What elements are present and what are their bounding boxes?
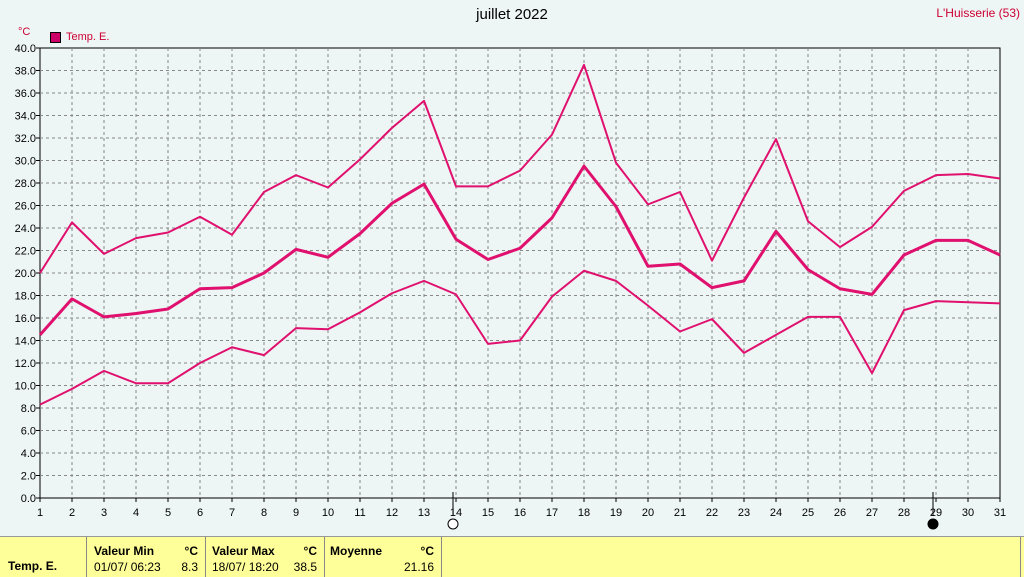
y-tick-label: 16.0 (15, 313, 36, 325)
x-tick-label: 11 (354, 507, 365, 519)
min-datetime: 01/07/ 06:23 (94, 560, 161, 574)
y-tick-label: 40.0 (15, 43, 36, 55)
y-tick-label: 10.0 (15, 381, 36, 393)
x-tick-label: 3 (101, 507, 107, 519)
x-tick-label: 24 (770, 507, 782, 519)
legend-label: Temp. E. (66, 31, 110, 43)
full-moon-icon (447, 518, 459, 530)
y-tick-label: 38.0 (15, 66, 36, 78)
max-value: 38.5 (293, 560, 317, 574)
series-line-min (39, 269, 1001, 406)
min-value: 8.3 (181, 560, 198, 574)
y-tick-label: 22.0 (15, 246, 36, 258)
x-tick-label: 27 (866, 507, 878, 519)
x-tick-label: 17 (546, 507, 558, 519)
x-tick-label: 28 (898, 507, 910, 519)
footer-max-cell: Valeur Max °C 18/07/ 18:20 38.5 (206, 537, 325, 577)
y-tick-label: 34.0 (15, 111, 36, 123)
y-tick-label: 0.0 (21, 493, 36, 505)
stats-footer: Temp. E. Valeur Min °C 01/07/ 06:23 8.3 … (0, 536, 1024, 577)
min-unit: °C (184, 544, 198, 558)
series-line-mean (38, 164, 1001, 336)
x-tick-label: 30 (962, 507, 974, 519)
x-tick-label: 18 (578, 507, 590, 519)
x-tick-label: 29 (930, 507, 942, 519)
x-tick-label: 23 (738, 507, 750, 519)
x-tick-label: 9 (293, 507, 299, 519)
x-tick-label: 12 (386, 507, 398, 519)
footer-mean-cell: Moyenne °C 21.16 (325, 537, 442, 577)
line-chart: 0.0 2.0 4.0 6.0 8.0 10.0 12.0 14.0 16.0 18.0 20.0 2… (15, 43, 1006, 530)
x-tick-label: 5 (165, 507, 171, 519)
x-tick-label: 26 (834, 507, 846, 519)
y-tick-label: 8.0 (21, 403, 36, 415)
x-tick-label: 20 (642, 507, 654, 519)
x-tick-label: 8 (261, 507, 267, 519)
footer-empty-cell (442, 537, 1021, 577)
y-axis-unit: °C (18, 26, 31, 38)
x-tick-label: 31 (994, 507, 1006, 519)
max-datetime: 18/07/ 18:20 (212, 560, 279, 574)
x-tick-label: 25 (802, 507, 814, 519)
mean-unit: °C (420, 544, 434, 558)
mean-value: 21.16 (403, 560, 434, 574)
legend: Temp. E. (50, 31, 109, 43)
footer-min-cell: Valeur Min °C 01/07/ 06:23 8.3 (87, 537, 206, 577)
series-line-max (39, 63, 1001, 274)
x-tick-label: 10 (322, 507, 334, 519)
x-tick-label: 6 (197, 507, 203, 519)
y-tick-label: 12.0 (15, 358, 36, 370)
y-tick-label: 36.0 (15, 88, 36, 100)
min-header: Valeur Min (94, 544, 155, 558)
x-tick-label: 15 (482, 507, 494, 519)
y-tick-label: 14.0 (15, 336, 36, 348)
legend-swatch (50, 31, 61, 43)
y-tick-label: 2.0 (21, 471, 36, 483)
x-tick-label: 2 (69, 507, 75, 519)
y-tick-label: 30.0 (15, 156, 36, 168)
x-tick-label: 14 (450, 507, 462, 519)
x-tick-label: 22 (706, 507, 718, 519)
y-tick-label: 20.0 (15, 268, 36, 280)
x-tick-label: 16 (514, 507, 526, 519)
x-tick-label: 21 (674, 507, 686, 519)
x-tick-label: 13 (418, 507, 430, 519)
new-moon-icon (927, 518, 939, 530)
y-tick-label: 32.0 (15, 133, 36, 145)
y-tick-label: 6.0 (21, 426, 36, 438)
x-tick-label: 7 (229, 507, 235, 519)
chart-title: juillet 2022 (476, 6, 548, 23)
x-tick-label: 19 (610, 507, 622, 519)
y-tick-label: 24.0 (15, 223, 36, 235)
mean-header: Moyenne (330, 544, 383, 558)
max-header: Valeur Max (212, 544, 275, 558)
x-tick-label: 4 (133, 507, 139, 519)
station-name: L'Huisserie (53) (936, 6, 1020, 20)
max-unit: °C (303, 544, 317, 558)
y-tick-label: 26.0 (15, 201, 36, 213)
y-tick-label: 18.0 (15, 291, 36, 303)
y-tick-label: 28.0 (15, 178, 36, 190)
footer-series-cell: Temp. E. (0, 537, 87, 577)
x-tick-label: 1 (37, 507, 43, 519)
footer-series-label: Temp. E. (8, 559, 58, 573)
y-tick-label: 4.0 (21, 448, 36, 460)
